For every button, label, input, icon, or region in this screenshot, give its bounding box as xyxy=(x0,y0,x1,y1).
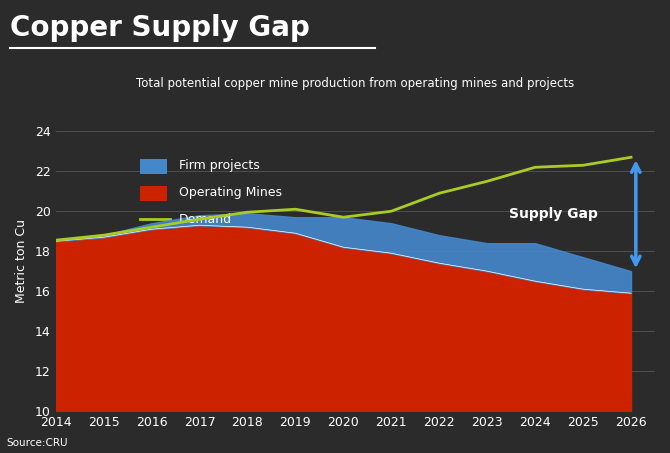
Text: Copper Supply Gap: Copper Supply Gap xyxy=(10,14,310,42)
Text: Demand: Demand xyxy=(178,213,232,226)
Text: Source:CRU: Source:CRU xyxy=(7,439,68,448)
Text: Firm projects: Firm projects xyxy=(178,159,259,172)
Y-axis label: Metric ton Cu: Metric ton Cu xyxy=(15,219,28,303)
Text: Operating Mines: Operating Mines xyxy=(178,186,281,199)
Text: Total potential copper mine production from operating mines and projects: Total potential copper mine production f… xyxy=(136,77,574,90)
FancyBboxPatch shape xyxy=(139,186,167,201)
Text: Supply Gap: Supply Gap xyxy=(509,207,598,221)
FancyBboxPatch shape xyxy=(139,159,167,173)
